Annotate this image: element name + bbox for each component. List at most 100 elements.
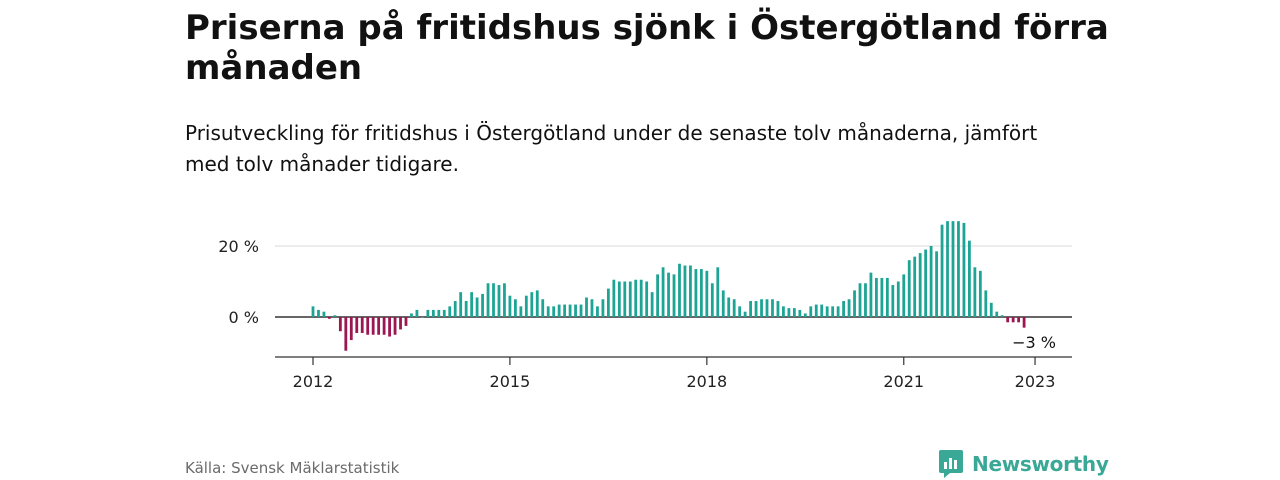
axes: 0 % 20 % 2012 2015 2018 2021 2023 −3 % bbox=[218, 237, 1072, 391]
bar bbox=[727, 297, 731, 317]
bar bbox=[814, 304, 818, 317]
bar bbox=[760, 299, 763, 317]
bar bbox=[738, 306, 742, 317]
bar bbox=[519, 306, 523, 317]
chart-title: Priserna på fritidshus sjönk i Östergötl… bbox=[185, 8, 1109, 88]
bar bbox=[453, 301, 457, 317]
bar bbox=[875, 277, 878, 317]
bar bbox=[508, 295, 512, 317]
x-tick-label: 2023 bbox=[1015, 372, 1056, 391]
bar bbox=[360, 317, 364, 333]
bar bbox=[896, 281, 900, 317]
y-tick-label: 0 % bbox=[229, 308, 259, 327]
bar bbox=[639, 279, 643, 317]
bar bbox=[820, 304, 824, 317]
bar bbox=[311, 306, 315, 317]
bar bbox=[918, 253, 922, 317]
bar bbox=[880, 277, 884, 317]
bar bbox=[524, 295, 528, 317]
bar bbox=[913, 256, 917, 317]
bar bbox=[557, 304, 561, 317]
bar bbox=[765, 299, 769, 317]
bar bbox=[962, 222, 966, 317]
chart-area: 0 % 20 % 2012 2015 2018 2021 2023 −3 % bbox=[218, 221, 1072, 391]
bar bbox=[366, 317, 370, 335]
bar bbox=[842, 301, 845, 317]
bar bbox=[1011, 317, 1015, 323]
bar bbox=[601, 299, 605, 317]
bar bbox=[1000, 315, 1004, 317]
bar bbox=[579, 304, 583, 317]
bar bbox=[399, 317, 402, 330]
bar bbox=[541, 299, 545, 317]
bar bbox=[924, 249, 928, 317]
y-tick-label: 20 % bbox=[218, 237, 259, 256]
bar bbox=[683, 265, 687, 317]
bar bbox=[421, 317, 424, 318]
bar bbox=[809, 306, 813, 317]
bar bbox=[885, 277, 889, 317]
bar bbox=[574, 304, 577, 317]
bar bbox=[650, 292, 654, 317]
bar bbox=[743, 311, 747, 317]
bar bbox=[382, 317, 386, 335]
x-tick-label: 2015 bbox=[490, 372, 531, 391]
bar bbox=[1022, 317, 1026, 328]
x-tick-label: 2018 bbox=[686, 372, 727, 391]
brand-name: Newsworthy bbox=[972, 452, 1109, 476]
bar bbox=[825, 306, 829, 317]
bar bbox=[328, 317, 331, 319]
bar bbox=[864, 283, 867, 317]
bar bbox=[481, 293, 484, 317]
bar bbox=[989, 302, 993, 317]
bar bbox=[957, 221, 960, 317]
bar bbox=[596, 306, 599, 317]
bar bbox=[935, 251, 938, 317]
bar bbox=[349, 317, 353, 341]
bar bbox=[694, 269, 698, 317]
chart-subtitle: Prisutveckling för fritidshus i Östergöt… bbox=[185, 121, 1038, 176]
bar bbox=[869, 272, 873, 318]
bar bbox=[968, 240, 971, 317]
bar bbox=[902, 274, 906, 317]
bar bbox=[978, 270, 982, 317]
bar bbox=[995, 311, 999, 317]
bar bbox=[798, 309, 802, 317]
bar bbox=[656, 274, 660, 317]
brand-logo: Newsworthy bbox=[938, 449, 1109, 479]
bar bbox=[721, 290, 725, 318]
bar bbox=[344, 317, 348, 351]
last-value-label: −3 % bbox=[1012, 333, 1056, 352]
bar bbox=[847, 299, 851, 317]
bar bbox=[678, 263, 681, 317]
bar bbox=[623, 281, 627, 317]
bar bbox=[377, 317, 381, 335]
bar bbox=[628, 281, 632, 317]
bar bbox=[535, 290, 539, 318]
bar bbox=[590, 299, 594, 317]
bar bbox=[410, 313, 413, 317]
bar bbox=[858, 283, 862, 317]
bar bbox=[464, 301, 468, 317]
bar bbox=[634, 279, 638, 317]
bar bbox=[776, 301, 780, 317]
bar bbox=[606, 288, 610, 317]
bar bbox=[1017, 317, 1021, 323]
bar bbox=[907, 260, 911, 317]
bar bbox=[552, 306, 556, 317]
bar bbox=[699, 269, 703, 317]
bar bbox=[617, 281, 621, 317]
bar bbox=[973, 267, 977, 317]
x-tick-label: 2012 bbox=[293, 372, 334, 391]
bar bbox=[530, 292, 534, 317]
bar bbox=[415, 309, 419, 317]
bar bbox=[393, 317, 397, 335]
bar bbox=[940, 224, 944, 317]
bar bbox=[831, 306, 835, 317]
bar bbox=[322, 311, 326, 317]
bar bbox=[612, 279, 616, 317]
bar bbox=[716, 267, 720, 317]
bar bbox=[946, 221, 949, 317]
bar bbox=[792, 308, 796, 318]
bar bbox=[710, 283, 714, 317]
